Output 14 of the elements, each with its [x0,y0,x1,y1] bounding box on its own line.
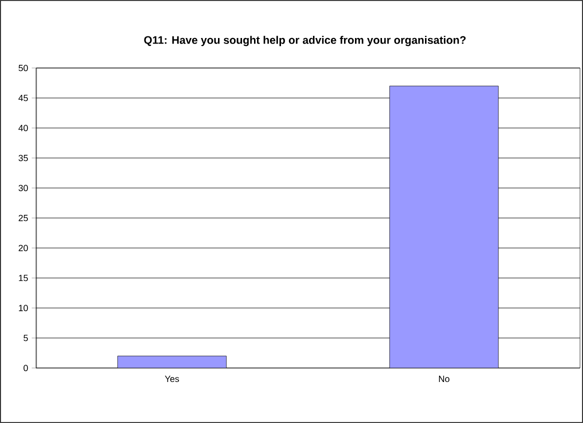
y-tick-label: 30 [18,184,28,192]
y-tick-label: 40 [18,124,28,132]
y-tick-label: 25 [18,214,28,222]
x-tick-label: Yes [164,376,179,382]
y-tick-label: 35 [18,154,28,162]
chart-title: Q11: Have you sought help or advice from your organisation? [144,36,466,46]
y-tick-label: 45 [18,94,28,102]
x-tick-label: No [439,376,450,382]
y-tick-label: 15 [18,274,28,282]
y-tick-label: 5 [24,334,28,342]
y-tick-label: 0 [24,364,28,372]
y-tick-label: 10 [18,304,28,312]
y-tick-label: 50 [18,64,28,72]
y-tick-label: 20 [18,244,28,252]
